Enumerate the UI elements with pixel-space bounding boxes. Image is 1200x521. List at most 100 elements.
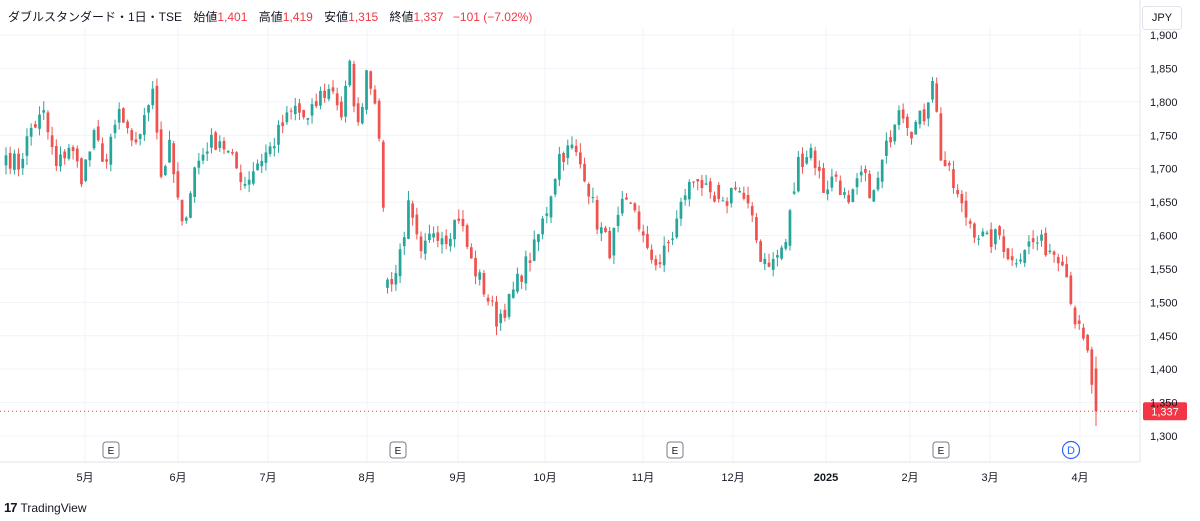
candle-body	[1023, 250, 1027, 263]
candle-body	[189, 193, 192, 218]
candle-body	[239, 172, 243, 183]
candle-body	[126, 121, 129, 129]
low-value: 1,315	[348, 10, 379, 24]
candle-body	[42, 110, 46, 113]
candle-body	[700, 180, 704, 189]
candle-body	[796, 156, 800, 192]
candle-body	[889, 137, 892, 143]
candle-body	[1094, 368, 1098, 412]
candle-body	[386, 279, 389, 288]
tradingview-logo-icon: 17	[4, 500, 18, 515]
candle-body	[440, 238, 444, 245]
x-tick-label: 9月	[449, 472, 466, 484]
candle-body	[541, 218, 544, 235]
candle-body	[75, 148, 79, 162]
candle-body	[838, 180, 842, 196]
x-tick-label: 5月	[76, 472, 93, 484]
candle-body	[436, 232, 440, 241]
candle-body	[298, 103, 301, 113]
candle-body	[587, 184, 591, 197]
candle-body	[306, 118, 310, 120]
candle-body	[780, 247, 783, 259]
tradingview-logo[interactable]: 17 TradingView	[4, 500, 87, 515]
y-tick-label: 1,350	[1150, 398, 1178, 410]
candle-body	[1065, 264, 1069, 278]
candle-body	[327, 88, 331, 99]
candle-body	[1052, 251, 1056, 255]
candle-body	[243, 183, 247, 186]
candle-body	[84, 159, 88, 181]
candle-body	[205, 151, 209, 154]
candle-body	[46, 112, 50, 133]
candle-body	[96, 126, 100, 141]
y-tick-label: 1,850	[1150, 63, 1178, 75]
candle-body	[872, 190, 876, 202]
candle-body	[218, 141, 222, 148]
candle-body	[667, 242, 670, 244]
earnings-marker[interactable]	[666, 441, 684, 459]
last-price-label: 1,337	[1151, 406, 1179, 418]
candle-body	[277, 124, 280, 145]
candle-body	[394, 273, 398, 285]
candle-body	[285, 112, 289, 123]
y-tick-label: 1,750	[1150, 130, 1178, 142]
candle-body	[247, 179, 251, 185]
candle-body	[939, 113, 943, 161]
candle-body	[583, 163, 586, 182]
candle-body	[449, 238, 452, 247]
candle-body	[134, 139, 138, 143]
earnings-marker[interactable]	[102, 441, 120, 459]
candle-body	[755, 217, 758, 241]
candle-body	[943, 159, 947, 167]
x-tick-label: 3月	[981, 472, 998, 484]
candle-body	[490, 300, 494, 302]
earnings-marker[interactable]	[932, 441, 950, 459]
candle-body	[926, 102, 930, 119]
currency-button[interactable]: JPY	[1142, 6, 1182, 30]
candle-body	[822, 168, 825, 193]
candle-body	[738, 190, 742, 193]
candle-body	[868, 173, 871, 199]
candle-body	[314, 101, 318, 107]
candle-body	[973, 223, 976, 238]
candle-body	[210, 134, 213, 148]
candle-body	[650, 249, 653, 260]
chart-legend-header: ダブルスタンダード・1日・TSE 始値1,401 高値1,419 安値1,315…	[8, 8, 532, 25]
candle-body	[528, 260, 532, 263]
candle-body	[457, 218, 461, 221]
candle-body	[503, 309, 507, 318]
candle-body	[268, 146, 272, 154]
earnings-marker[interactable]	[389, 441, 407, 459]
candle-body	[1010, 256, 1014, 261]
candle-body	[952, 169, 955, 189]
candle-body	[901, 109, 905, 119]
candle-body	[646, 233, 649, 248]
candle-body	[289, 110, 293, 112]
x-tick-label: 2025	[814, 472, 838, 484]
candle-body	[960, 194, 964, 204]
candle-body	[834, 174, 838, 177]
open-label: 始値	[193, 10, 218, 24]
candle-body	[1006, 248, 1010, 260]
candle-body	[214, 132, 217, 150]
candle-body	[771, 258, 775, 270]
candle-body	[893, 124, 897, 142]
candle-body	[654, 259, 658, 266]
open-value: 1,401	[217, 10, 248, 24]
candle-body	[331, 87, 335, 92]
candle-body	[407, 200, 410, 239]
candle-body	[293, 105, 297, 115]
candle-body	[520, 275, 524, 282]
candle-body	[721, 200, 725, 202]
candle-body	[226, 150, 230, 153]
candle-body	[625, 197, 628, 200]
candle-body	[344, 85, 347, 117]
dividend-marker[interactable]	[1061, 440, 1081, 460]
candle-body	[545, 213, 549, 216]
candle-body	[985, 232, 989, 235]
candle-body	[8, 152, 12, 169]
y-tick-label: 1,300	[1150, 431, 1178, 443]
symbol-info[interactable]: ダブルスタンダード・1日・TSE	[8, 10, 183, 24]
x-tick-label: 2月	[901, 472, 918, 484]
